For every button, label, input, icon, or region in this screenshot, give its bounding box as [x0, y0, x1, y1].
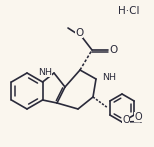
Text: O: O [122, 115, 130, 125]
Text: O: O [134, 112, 142, 122]
Text: NH: NH [38, 67, 52, 76]
Text: O: O [109, 45, 117, 55]
Text: NH: NH [102, 72, 116, 81]
Text: H·Cl: H·Cl [118, 6, 140, 16]
Text: O: O [75, 28, 83, 38]
